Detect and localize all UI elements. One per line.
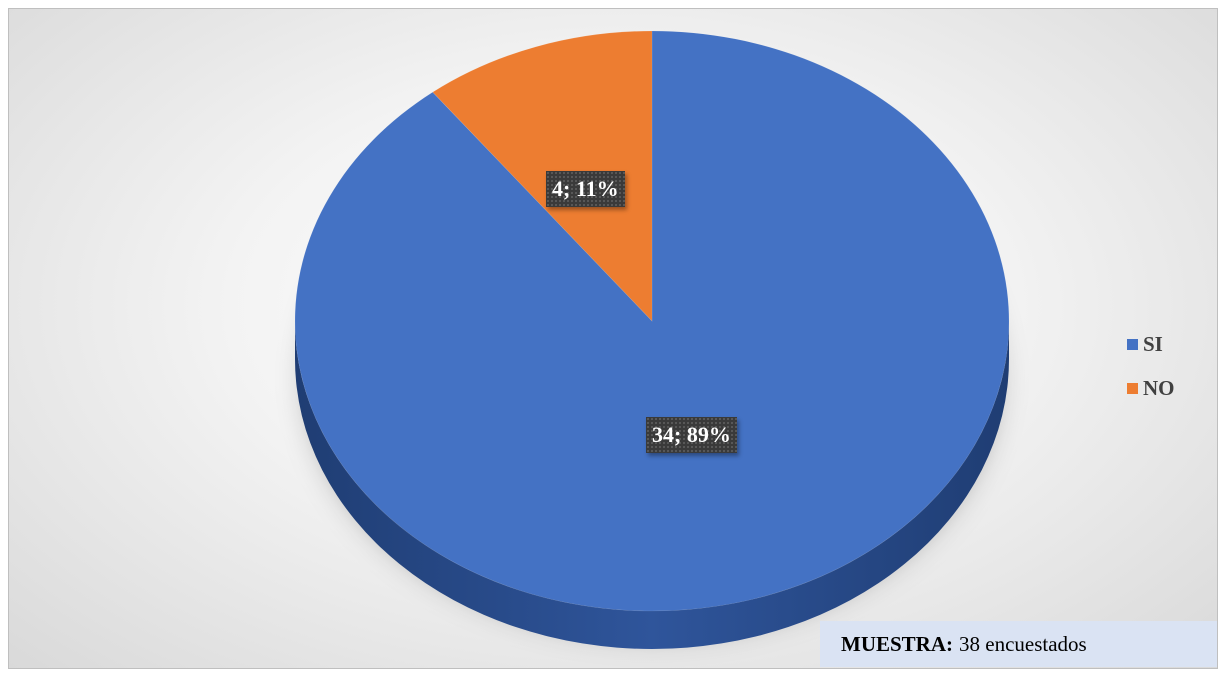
pie-chart [294,30,1010,649]
legend: SI NO [1127,331,1175,419]
legend-label-si: SI [1143,331,1163,356]
sample-size-note: MUESTRA: 38 encuestados [820,621,1217,667]
legend-swatch-si [1127,338,1138,350]
legend-swatch-no [1127,382,1138,394]
chart-area: 34; 89% 4; 11% SI NO MUESTRA: 38 encuest… [8,8,1218,669]
sample-label: MUESTRA: [841,631,954,656]
pie-slice-si [294,30,1010,612]
sample-value: 38 encuestados [959,631,1087,656]
pie-slice-no [432,30,653,322]
data-label-si: 34; 89% [646,417,737,453]
legend-label-no: NO [1143,375,1175,400]
legend-item-si: SI [1127,331,1175,357]
legend-item-no: NO [1127,375,1175,401]
data-label-no: 4; 11% [546,171,625,207]
